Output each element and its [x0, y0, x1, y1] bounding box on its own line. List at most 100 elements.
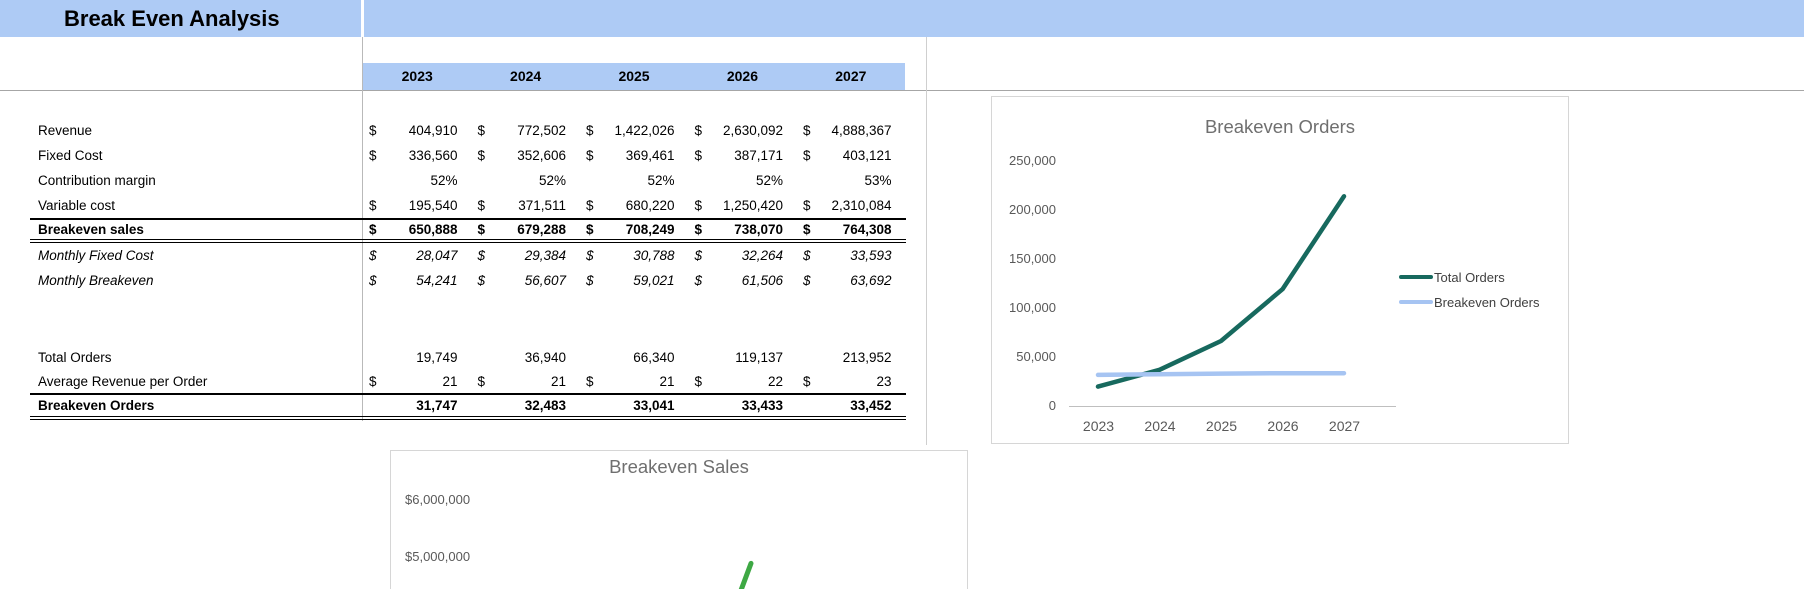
row-label[interactable]: Monthly Fixed Cost	[38, 248, 154, 263]
currency-symbol: $	[803, 148, 811, 163]
row-label[interactable]: Monthly Breakeven	[38, 273, 154, 288]
legend-label: Total Orders	[1434, 269, 1505, 285]
row-label[interactable]: Average Revenue per Order	[38, 374, 208, 389]
table-cell[interactable]: $352,606	[477, 148, 567, 163]
currency-symbol: $	[369, 198, 377, 213]
table-cell[interactable]: 33,433	[741, 398, 783, 413]
table-cell[interactable]: $680,220	[586, 198, 675, 213]
table-cell[interactable]: 52%	[538, 173, 566, 188]
currency-symbol: $	[369, 273, 377, 288]
currency-symbol: $	[477, 148, 486, 163]
table-cell[interactable]: 52%	[755, 173, 783, 188]
table-cell[interactable]: $4,888,367	[803, 123, 892, 138]
table-cell[interactable]: $2,630,092	[694, 123, 784, 138]
table-cell[interactable]: $1,250,420	[694, 198, 784, 213]
row-label[interactable]: Variable cost	[38, 198, 116, 213]
x-axis-tick: 2024	[1144, 418, 1176, 434]
year-header-2027[interactable]: 2027	[835, 68, 867, 84]
row-label[interactable]: Breakeven Orders	[38, 398, 155, 413]
header-row-gridline	[0, 90, 1804, 91]
table-cell[interactable]: $22	[694, 374, 784, 389]
table-cell[interactable]: $21	[369, 374, 458, 389]
table-cell[interactable]: $29,384	[477, 248, 567, 263]
table-cell[interactable]: 52%	[647, 173, 675, 188]
table-cell[interactable]: $23	[803, 374, 892, 389]
table-cell[interactable]: $387,171	[694, 148, 784, 163]
table-cell[interactable]: $61,506	[694, 273, 784, 288]
table-cell[interactable]: $371,511	[477, 198, 567, 213]
y-axis-tick: $6,000,000	[405, 492, 471, 507]
table-cell[interactable]: $772,502	[477, 123, 567, 138]
table-row-fixed-cost: Fixed Cost $336,560 $352,606 $369,461 $3…	[30, 143, 906, 168]
year-header-row: 2023 2024 2025 2026 2027	[363, 63, 905, 90]
table-cell[interactable]: $764,308	[803, 222, 892, 237]
year-header-2026[interactable]: 2026	[726, 68, 758, 84]
year-header-2024[interactable]: 2024	[510, 68, 542, 84]
year-header-2023[interactable]: 2023	[401, 68, 433, 84]
currency-symbol: $	[694, 273, 703, 288]
table-cell[interactable]: $59,021	[586, 273, 675, 288]
table-cell[interactable]: $63,692	[803, 273, 892, 288]
table-cell[interactable]: $21	[477, 374, 567, 389]
breakeven-orders-chart[interactable]: Breakeven Orders 0 50,000 100,000 150,00…	[991, 96, 1569, 444]
table-cell[interactable]: $1,422,026	[586, 123, 675, 138]
table-cell[interactable]: $2,310,084	[803, 198, 892, 213]
row-label[interactable]: Revenue	[38, 123, 93, 138]
breakeven-sales-chart[interactable]: Breakeven Sales $6,000,000 $5,000,000	[390, 450, 968, 589]
table-row-revenue: Revenue $404,910 $772,502 $1,422,026 $2,…	[30, 118, 906, 143]
currency-symbol: $	[586, 123, 594, 138]
table-row-breakeven-sales: Breakeven sales $650,888 $679,288 $708,2…	[30, 218, 906, 243]
x-axis-tick: 2023	[1082, 418, 1115, 434]
table-cell[interactable]: $369,461	[586, 148, 675, 163]
table-cell[interactable]: 66,340	[633, 350, 675, 365]
year-header-2025[interactable]: 2025	[618, 68, 650, 84]
table-cell[interactable]: 31,747	[416, 398, 458, 413]
table-row-total-orders: Total Orders 19,749 36,940 66,340 119,13…	[30, 345, 906, 370]
x-axis-tick: 2027	[1328, 418, 1361, 434]
table-cell[interactable]: 32,483	[524, 398, 566, 413]
table-cell[interactable]: 36,940	[524, 350, 566, 365]
table-cell[interactable]: 33,452	[850, 398, 892, 413]
currency-symbol: $	[694, 148, 703, 163]
table-cell[interactable]: $30,788	[586, 248, 675, 263]
table-cell[interactable]: $738,070	[694, 222, 784, 237]
currency-symbol: $	[477, 222, 486, 237]
table-cell[interactable]: 52%	[430, 173, 458, 188]
currency-symbol: $	[694, 123, 703, 138]
label-column-gridline	[362, 37, 363, 421]
currency-symbol: $	[369, 248, 377, 263]
table-cell[interactable]: $195,540	[369, 198, 458, 213]
blank-rows	[30, 293, 906, 345]
table-cell[interactable]: $336,560	[369, 148, 458, 163]
table-cell[interactable]: $21	[586, 374, 675, 389]
x-axis-tick: 2025	[1205, 418, 1238, 434]
table-cell[interactable]: $33,593	[803, 248, 892, 263]
currency-symbol: $	[694, 198, 703, 213]
currency-symbol: $	[803, 222, 811, 237]
table-cell[interactable]: $679,288	[477, 222, 567, 237]
currency-symbol: $	[803, 248, 811, 263]
chart-title: Breakeven Orders	[1204, 116, 1356, 137]
row-label[interactable]: Fixed Cost	[38, 148, 103, 163]
row-label[interactable]: Contribution margin	[38, 173, 156, 188]
table-cell[interactable]: 33,041	[633, 398, 675, 413]
row-label[interactable]: Breakeven sales	[38, 222, 144, 237]
table-cell[interactable]: 53%	[864, 173, 892, 188]
table-cell[interactable]: $708,249	[586, 222, 675, 237]
table-cell[interactable]: $403,121	[803, 148, 892, 163]
row-label[interactable]: Total Orders	[38, 350, 112, 365]
table-cell[interactable]: $32,264	[694, 248, 784, 263]
table-cell[interactable]: $54,241	[369, 273, 458, 288]
table-cell[interactable]: $56,607	[477, 273, 567, 288]
table-cell[interactable]: 213,952	[842, 350, 892, 365]
table-cell[interactable]: 19,749	[416, 350, 458, 365]
currency-symbol: $	[586, 374, 594, 389]
legend-item-breakeven-orders[interactable]: Breakeven Orders	[1399, 293, 1540, 311]
table-cell[interactable]: $28,047	[369, 248, 458, 263]
table-cell[interactable]: $404,910	[369, 123, 458, 138]
table-cell[interactable]: 119,137	[735, 350, 783, 365]
total-orders-line-swatch	[1399, 274, 1433, 280]
table-row-monthly-fixed-cost: Monthly Fixed Cost $28,047 $29,384 $30,7…	[30, 243, 906, 268]
table-cell[interactable]: $650,888	[369, 222, 458, 237]
legend-item-total-orders[interactable]: Total Orders	[1399, 268, 1505, 286]
